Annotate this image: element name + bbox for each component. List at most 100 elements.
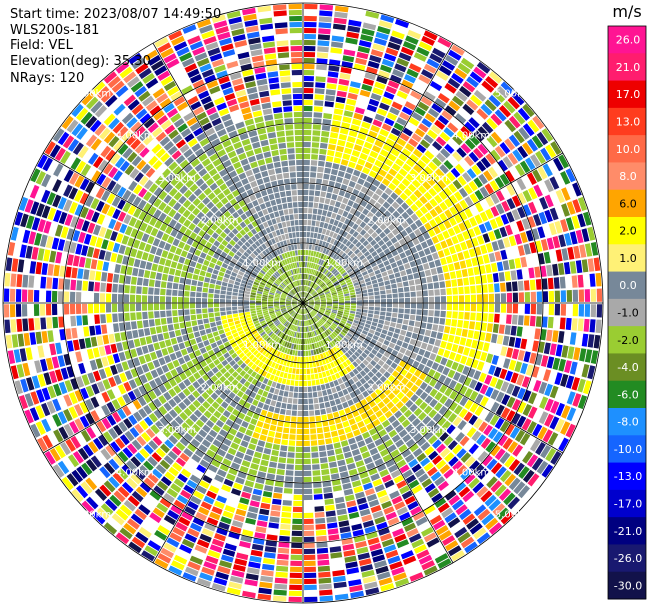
velocity-gate — [183, 378, 191, 387]
velocity-gate — [362, 309, 368, 313]
velocity-gate — [340, 532, 352, 539]
velocity-gate — [537, 367, 546, 380]
velocity-gate — [209, 544, 223, 553]
velocity-gate — [257, 440, 266, 447]
velocity-gate — [504, 325, 511, 335]
velocity-gate — [479, 265, 486, 275]
velocity-gate — [323, 395, 329, 402]
velocity-gate — [336, 288, 342, 292]
velocity-gate — [518, 127, 530, 140]
velocity-gate — [189, 474, 201, 484]
velocity-gate — [303, 225, 307, 232]
velocity-gate — [294, 325, 297, 332]
velocity-gate — [199, 347, 207, 354]
velocity-gate — [374, 303, 381, 307]
velocity-gate — [488, 166, 498, 179]
velocity-gate — [322, 247, 327, 254]
velocity-gate — [501, 200, 511, 212]
velocity-gate — [30, 201, 40, 215]
velocity-gate — [296, 362, 300, 368]
velocity-gate — [222, 410, 231, 418]
velocity-gate — [263, 326, 269, 331]
velocity-gate — [231, 569, 245, 578]
velocity-gate — [408, 63, 422, 73]
velocity-gate — [333, 261, 339, 268]
velocity-gate — [451, 253, 459, 262]
velocity-gate — [400, 46, 414, 56]
velocity-gate — [54, 224, 63, 237]
velocity-gate — [286, 322, 290, 328]
velocity-gate — [409, 260, 417, 268]
velocity-gate — [153, 255, 161, 264]
velocity-gate — [204, 277, 211, 283]
velocity-gate — [276, 559, 289, 566]
velocity-gate — [382, 201, 391, 209]
velocity-gate — [150, 369, 159, 379]
velocity-gate — [136, 277, 143, 286]
velocity-gate — [181, 363, 189, 372]
velocity-gate — [384, 280, 391, 286]
velocity-gate — [363, 115, 373, 124]
velocity-gate — [311, 355, 316, 362]
velocity-gate — [350, 590, 364, 599]
velocity-gate — [414, 369, 422, 378]
velocity-gate — [457, 319, 464, 328]
velocity-gate — [436, 443, 446, 454]
velocity-gate — [516, 178, 527, 191]
velocity-gate — [160, 476, 172, 487]
velocity-gate — [318, 571, 331, 578]
velocity-gate — [96, 507, 110, 520]
velocity-gate — [370, 206, 378, 215]
velocity-gate — [191, 279, 198, 286]
velocity-gate — [399, 252, 407, 259]
velocity-gate — [47, 263, 54, 276]
velocity-gate — [395, 173, 404, 182]
velocity-gate — [170, 483, 182, 493]
velocity-gate — [583, 211, 592, 226]
velocity-gate — [47, 385, 57, 399]
velocity-gate — [330, 361, 335, 368]
velocity-gate — [337, 390, 344, 398]
velocity-gate — [322, 119, 332, 126]
velocity-gate — [444, 105, 457, 116]
velocity-gate — [497, 239, 505, 250]
velocity-gate — [366, 462, 376, 470]
velocity-gate — [303, 183, 309, 190]
velocity-gate — [402, 469, 413, 479]
velocity-gate — [117, 384, 127, 395]
velocity-gate — [305, 292, 308, 298]
velocity-gate — [426, 86, 439, 97]
velocity-gate — [326, 281, 332, 286]
velocity-gate — [309, 416, 315, 422]
velocity-gate — [453, 336, 461, 345]
velocity-gate — [363, 216, 371, 224]
velocity-gate — [552, 263, 559, 276]
velocity-gate — [298, 386, 303, 393]
velocity-gate — [291, 311, 296, 317]
velocity-gate — [294, 464, 303, 471]
velocity-gate — [459, 396, 469, 407]
velocity-gate — [379, 333, 387, 339]
velocity-gate — [65, 438, 76, 452]
velocity-gate — [119, 504, 133, 517]
velocity-gate — [191, 453, 202, 463]
velocity-gate — [45, 304, 52, 316]
velocity-gate — [303, 273, 305, 279]
velocity-gate — [161, 250, 169, 258]
velocity-gate — [203, 259, 210, 267]
velocity-gate — [291, 416, 297, 422]
velocity-gate — [277, 395, 283, 402]
velocity-gate — [412, 85, 425, 95]
velocity-gate — [379, 223, 387, 231]
velocity-gate — [514, 233, 523, 245]
velocity-gate — [528, 392, 538, 405]
velocity-gate — [271, 381, 277, 388]
velocity-gate — [331, 193, 338, 201]
velocity-gate — [283, 488, 293, 494]
velocity-gate — [259, 508, 270, 516]
velocity-gate — [344, 192, 351, 199]
velocity-gate — [29, 261, 37, 274]
velocity-gate — [390, 148, 400, 157]
velocity-gate — [572, 304, 579, 317]
velocity-gate — [469, 216, 478, 227]
